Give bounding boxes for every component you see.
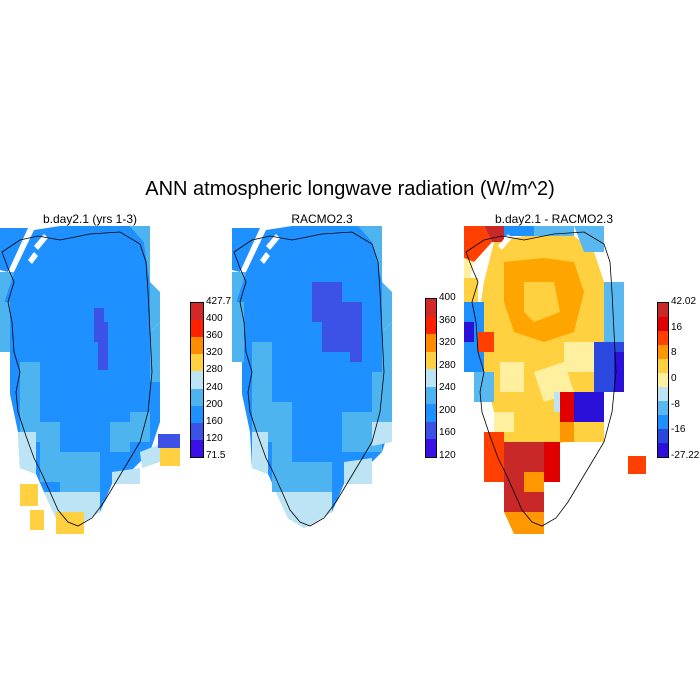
panel-2-map	[232, 226, 392, 528]
figure-title: ANN atmospheric longwave radiation (W/m^…	[145, 178, 555, 200]
colorbar-swatch	[658, 331, 668, 345]
colorbar-tick-label: 400	[206, 313, 223, 325]
colorbar-swatch	[658, 401, 668, 415]
colorbar-swatch	[658, 415, 668, 429]
colorbar-tick-label: 200	[439, 404, 456, 416]
colorbar-swatch	[426, 351, 436, 370]
colorbar-tick-label: -27.22	[671, 450, 700, 461]
colorbar-tick-label: 400	[439, 292, 456, 303]
panel-3-grid-cells	[464, 226, 646, 534]
colorbar-swatch	[191, 405, 203, 423]
colorbar-swatch	[191, 303, 203, 321]
colorbar-swatch	[658, 387, 668, 401]
panel-2-coastline	[233, 231, 385, 527]
panel-1-map	[0, 226, 180, 534]
colorbar-tick-label: -16	[671, 424, 686, 436]
colorbar-swatch	[426, 386, 436, 405]
panel-2-title: RACMO2.3	[291, 212, 353, 226]
panel-3-coastline	[465, 231, 617, 527]
colorbar-swatch	[426, 369, 436, 387]
panel-3-title: b.day2.1 - RACMO2.3	[494, 212, 614, 226]
colorbar-swatch	[658, 317, 668, 331]
colorbar-swatch	[191, 439, 203, 457]
colorbar-swatch	[191, 320, 203, 338]
colorbar-swatch	[658, 443, 668, 457]
colorbar-swatch	[191, 337, 203, 355]
colorbar-tick-label: 71.5	[206, 450, 226, 461]
colorbar-swatch	[658, 373, 668, 387]
colorbar-tick-label: 8	[671, 347, 677, 359]
colorbar-swatch	[191, 388, 203, 406]
colorbar-tick-label: 0	[671, 373, 677, 384]
panel-1-grid-cells	[0, 226, 180, 534]
panel-3-map	[464, 226, 646, 534]
colorbar-tick-label: 280	[439, 359, 456, 371]
colorbar-swatch	[191, 422, 203, 440]
colorbar-tick-label: 280	[206, 364, 223, 376]
colorbar-swatch	[426, 299, 436, 317]
colorbar-tick-label: 160	[206, 415, 223, 427]
colorbar-tick-label: 320	[206, 347, 223, 359]
colorbar-swatch	[191, 371, 203, 389]
colorbar-tick-label: 240	[206, 381, 223, 393]
colorbar-tick-label: 120	[206, 432, 223, 444]
colorbar-tick-label: 16	[671, 321, 683, 333]
colorbar-tick-label: 320	[439, 337, 456, 349]
colorbar-swatch	[426, 334, 436, 352]
panel-2-grid-cells	[232, 226, 392, 528]
colorbar-swatch	[658, 303, 668, 317]
colorbar-tick-label: 427.7	[206, 296, 232, 307]
colorbar-tick-label: 120	[439, 450, 456, 461]
colorbar-swatch	[191, 354, 203, 372]
panel-2-colorbar-swatches	[425, 298, 437, 458]
colorbar-swatch	[658, 429, 668, 443]
colorbar-tick-label: 360	[206, 330, 223, 342]
colorbar-swatch	[426, 404, 436, 422]
panel-1-title: b.day2.1 (yrs 1-3)	[42, 212, 138, 226]
colorbar-tick-label: -8	[671, 398, 680, 410]
panel-3-colorbar-swatches	[657, 302, 669, 458]
colorbar-tick-label: 240	[439, 382, 456, 394]
colorbar-tick-label: 160	[439, 427, 456, 439]
colorbar-swatch	[658, 345, 668, 359]
colorbar-swatch	[426, 316, 436, 335]
colorbar-tick-label: 200	[206, 398, 223, 410]
colorbar-tick-label: 42.02	[671, 296, 697, 307]
panel-1-coastline	[1, 231, 153, 527]
colorbar-swatch	[426, 421, 436, 440]
panel-1-colorbar-swatches	[190, 302, 204, 458]
colorbar-swatch	[426, 439, 436, 457]
colorbar-swatch	[658, 359, 668, 373]
colorbar-tick-label: 360	[439, 314, 456, 326]
